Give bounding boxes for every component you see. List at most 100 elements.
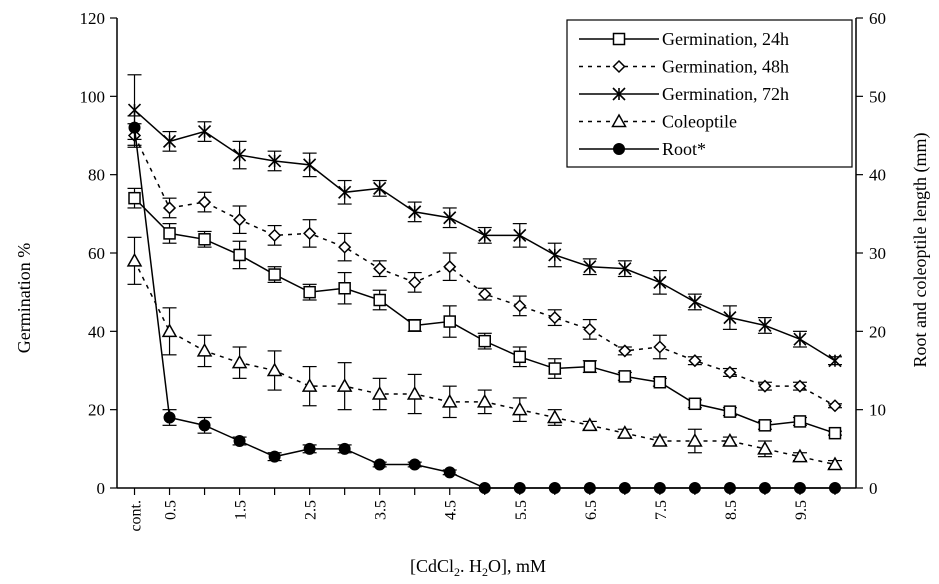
data-point [618, 482, 631, 494]
data-point [723, 311, 737, 325]
data-point [513, 350, 527, 364]
data-point [198, 419, 211, 432]
data-point [233, 248, 246, 262]
data-point [373, 262, 387, 276]
series-layer [126, 74, 843, 494]
data-point [792, 448, 808, 463]
data-point [231, 354, 248, 369]
y-left-tick-label: 100 [80, 87, 106, 106]
data-point [758, 482, 771, 494]
data-point [268, 450, 281, 463]
series-line [133, 135, 836, 407]
data-point [583, 360, 597, 373]
data-point [266, 362, 283, 377]
data-point [408, 275, 422, 289]
data-point [653, 482, 666, 494]
data-point [828, 354, 842, 368]
data-point [653, 275, 667, 289]
data-point [653, 376, 667, 389]
y-right-tick-label: 0 [869, 479, 878, 498]
data-point [338, 442, 351, 455]
x-axis-label-sub-1: 2 [454, 565, 460, 579]
data-point [582, 417, 598, 432]
data-point [127, 103, 142, 117]
data-point [408, 205, 422, 219]
data-point [478, 334, 491, 348]
legend-label: Root* [662, 139, 706, 159]
y-axis-left-label: Germination % [14, 243, 34, 353]
data-point [793, 415, 807, 428]
x-axis-label-part-2: . H [460, 556, 482, 576]
data-point [198, 233, 211, 246]
y-left-tick-label: 0 [97, 479, 106, 498]
series-4 [127, 115, 841, 494]
data-point [162, 134, 177, 148]
data-point [688, 295, 702, 309]
y-right-tick-label: 20 [869, 322, 886, 341]
data-point [443, 315, 456, 328]
data-point [511, 401, 528, 416]
x-tick-label: 7.5 [653, 500, 670, 520]
x-tick-label: 2.5 [303, 500, 320, 520]
data-point [687, 432, 703, 447]
data-point [583, 322, 597, 336]
y-right-tick-label: 60 [869, 9, 886, 28]
data-point [233, 213, 247, 227]
series-1 [127, 123, 842, 413]
data-point [197, 125, 212, 139]
y-left-tick-label: 60 [88, 244, 105, 263]
data-point [371, 385, 388, 400]
data-point [128, 121, 141, 134]
legend-marker [611, 113, 627, 128]
legend-marker [612, 87, 626, 101]
series-0 [127, 187, 842, 440]
data-point [548, 362, 562, 375]
data-point [128, 191, 141, 205]
data-point [828, 482, 841, 494]
x-tick-label: 8.5 [723, 500, 740, 520]
data-point [126, 252, 143, 267]
data-point [478, 287, 492, 301]
data-point [478, 482, 491, 494]
data-point [723, 365, 737, 380]
y-left-tick-label: 120 [80, 9, 106, 28]
data-point [338, 185, 352, 199]
data-point [443, 211, 457, 225]
series-2 [127, 74, 842, 368]
data-point [757, 440, 773, 455]
legend-marker [612, 32, 626, 46]
data-point [723, 405, 737, 418]
axes: 0 20 40 60 80 100 120 0 10 20 30 40 50 60 cont. 0.5 1.5 2… [80, 9, 887, 532]
legend-marker [613, 143, 625, 155]
data-point [233, 148, 247, 162]
data-point [161, 323, 178, 338]
data-point [197, 195, 212, 209]
data-point [618, 262, 632, 276]
legend-label: Germination, 48h [662, 57, 789, 77]
data-point [406, 385, 423, 400]
data-point [722, 432, 738, 447]
data-point [408, 319, 421, 332]
data-point [268, 268, 281, 281]
data-point [268, 154, 282, 168]
data-point [513, 228, 527, 242]
data-point [758, 419, 772, 432]
data-point [301, 378, 318, 392]
data-point [723, 482, 736, 494]
data-point [441, 393, 458, 408]
x-axis-label-sub-2: 2 [482, 565, 488, 579]
data-point [548, 482, 561, 494]
legend-label: Germination, 24h [662, 29, 789, 49]
data-point [303, 442, 316, 455]
x-tick-label: 4.5 [443, 500, 460, 520]
data-point [652, 432, 668, 447]
data-point [758, 318, 772, 333]
x-tick-label: 0.5 [163, 500, 180, 520]
data-point [688, 354, 702, 368]
x-axis-label-part-1: [CdCl [410, 556, 454, 576]
data-point [827, 456, 843, 471]
x-tick-label: 6.5 [583, 500, 600, 520]
data-point [478, 228, 492, 242]
data-point [303, 226, 317, 240]
